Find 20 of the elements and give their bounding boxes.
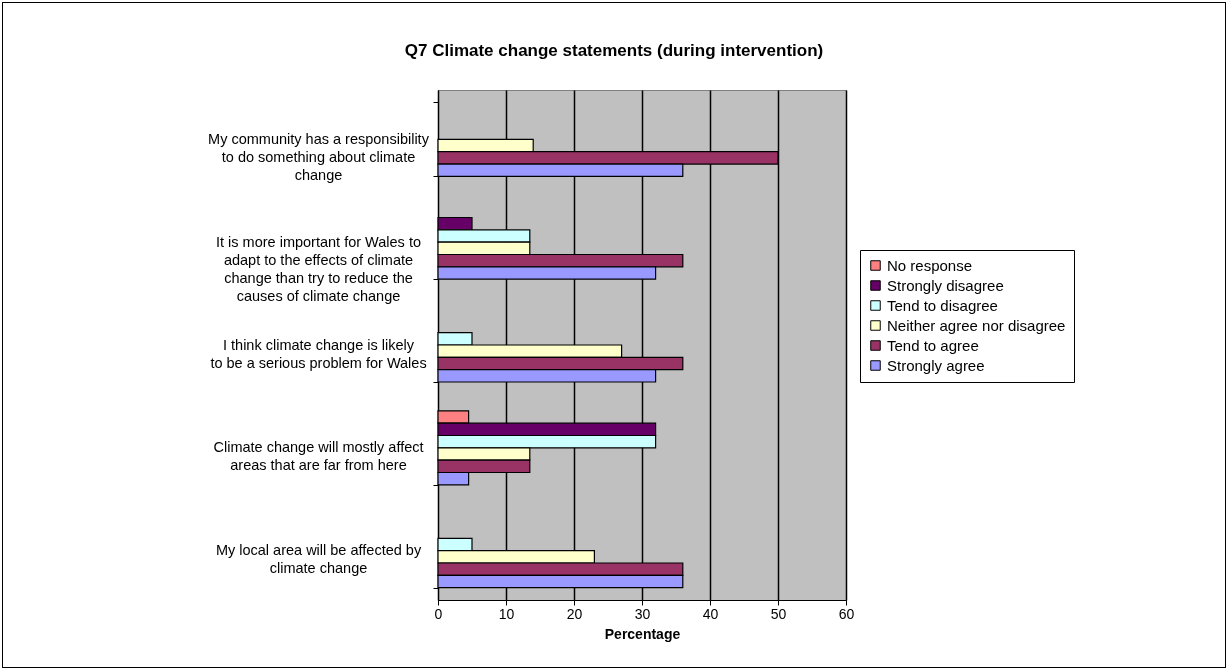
x-tick-label: 40: [702, 605, 719, 622]
legend-label: Tend to disagree: [887, 296, 998, 314]
y-tick-label: My community has a responsibility to do something about climate change: [208, 130, 430, 183]
chart-title: Q7 Climate change statements (during intervention): [404, 41, 824, 60]
y-tick-label: My local area will be affected by climate change: [215, 542, 422, 577]
x-tick-label: 10: [498, 605, 515, 622]
y-tick-label: Climate change will mostly affect areas that are far from here: [213, 439, 424, 474]
legend-label: No response: [887, 256, 973, 274]
legend-label: Neither agree nor disagree: [887, 316, 1066, 334]
x-tick-label: 0: [434, 605, 443, 622]
x-tick-label: 30: [634, 605, 651, 622]
x-tick-label: 50: [770, 605, 787, 622]
legend-label: Strongly disagree: [887, 276, 1004, 294]
y-tick-label: It is more important for Wales to adapt to the effects of climate change than try to reduce the causes of climate change: [216, 233, 421, 304]
legend-label: Tend to agree: [887, 336, 979, 354]
legend-label: Strongly agree: [887, 356, 985, 374]
x-tick-label: 20: [566, 605, 583, 622]
y-tick-label: I think climate change is likely to be a serious problem for Wales: [210, 336, 427, 371]
x-tick-label: 60: [838, 605, 855, 622]
x-axis-title: Percentage: [604, 625, 681, 642]
